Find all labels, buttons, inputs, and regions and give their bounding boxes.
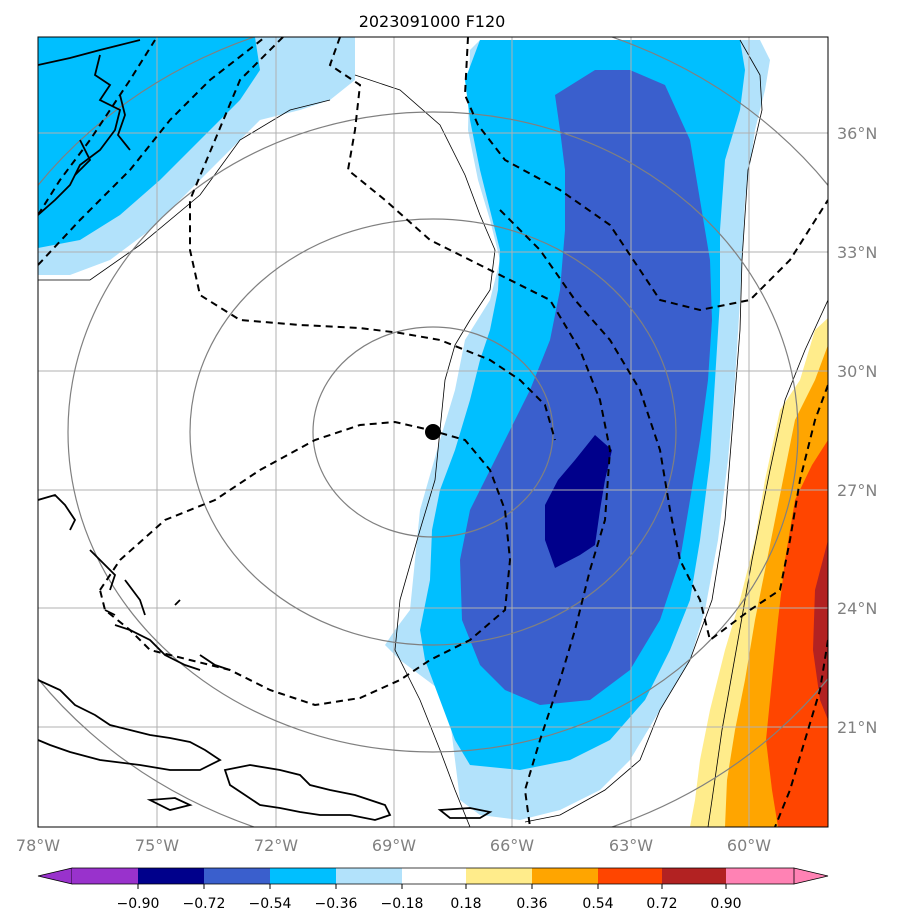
- us-east-coast: [38, 39, 141, 216]
- colorbar-label: 0.72: [646, 896, 677, 912]
- x-tick-label: 75°W: [135, 836, 179, 855]
- colorbar-bin: [270, 868, 336, 884]
- y-tick-label: 24°N: [837, 599, 877, 618]
- zero-contour-far-east: [707, 299, 828, 827]
- colorbar-label: −0.90: [117, 896, 160, 912]
- zero-contour-east: [524, 39, 763, 823]
- puerto-rico: [437, 807, 493, 819]
- x-tick-labels: 78°W 75°W 72°W 69°W 66°W 63°W 60°W: [16, 836, 771, 855]
- x-tick-label: 72°W: [254, 836, 298, 855]
- y-tick-label: 21°N: [837, 718, 877, 737]
- fill-nw-n054-036: [38, 37, 260, 248]
- colorbar-bin: [466, 868, 532, 884]
- filled-contours: [38, 37, 770, 820]
- bahamas: [38, 493, 231, 671]
- colorbar-ticks: [137, 884, 727, 889]
- dashed-contour-inner: [98, 420, 512, 707]
- dashed-contour-west: [38, 37, 266, 266]
- y-tick-labels: 36°N 33°N 30°N 27°N 24°N 21°N: [837, 124, 877, 737]
- dashed-contour-mid: [328, 37, 612, 827]
- gridlines: [38, 37, 828, 827]
- map-title: 2023091000 F120: [359, 12, 506, 31]
- colorbar-bin: [726, 868, 794, 884]
- map-frame: [37, 36, 829, 828]
- y-tick-label: 27°N: [837, 481, 877, 500]
- fill-p072-090: [813, 540, 828, 720]
- map-panel: [38, 37, 828, 827]
- dashed-contour-nw-top: [38, 39, 156, 216]
- colorbar-bin: [204, 868, 270, 884]
- range-ring-6deg: [189, 218, 677, 646]
- y-tick-label: 36°N: [837, 124, 877, 143]
- x-tick-label: 66°W: [490, 836, 534, 855]
- colorbar-label: −0.54: [249, 896, 292, 912]
- colorbar-bin: [336, 868, 402, 884]
- x-tick-label: 78°W: [16, 836, 60, 855]
- fill-p054-072: [766, 440, 828, 827]
- y-tick-label: 33°N: [837, 243, 877, 262]
- colorbar-bin: [402, 868, 466, 884]
- dashed-contour-outer: [189, 37, 556, 441]
- cuba: [38, 679, 222, 771]
- colorbar-over-extension: [793, 867, 829, 885]
- positive-contours: [690, 318, 828, 827]
- colorbar-label: −0.18: [381, 896, 424, 912]
- colorbar-label: 0.90: [710, 896, 741, 912]
- dashed-contour-se: [774, 639, 828, 827]
- colorbar-label: 0.36: [516, 896, 547, 912]
- colorbar-label: −0.72: [183, 896, 226, 912]
- dashed-contours: [38, 37, 828, 827]
- colorbar-bin: [662, 868, 726, 884]
- range-ring-9deg: [67, 111, 799, 753]
- colorbar-bin: [138, 868, 204, 884]
- storm-center-marker: [425, 424, 441, 440]
- zero-contour-nw: [38, 99, 331, 281]
- colorbar-label: −0.36: [315, 896, 358, 912]
- colorbar: −0.90 −0.72 −0.54 −0.36 −0.18 0.18 0.36 …: [37, 867, 829, 912]
- dashed-contour-east2: [499, 209, 828, 642]
- x-tick-label: 63°W: [609, 836, 653, 855]
- coastlines: [38, 39, 493, 821]
- jamaica: [146, 797, 193, 811]
- x-tick-label: 69°W: [372, 836, 416, 855]
- colorbar-label: 0.18: [450, 896, 481, 912]
- hispaniola: [223, 764, 392, 821]
- chesapeake: [74, 94, 131, 176]
- colorbar-bin: [72, 868, 138, 884]
- colorbar-under-extension: [37, 867, 73, 885]
- fill-n090-072: [545, 435, 612, 568]
- colorbar-bin: [598, 868, 662, 884]
- x-tick-label: 60°W: [727, 836, 771, 855]
- colorbar-label: 0.54: [582, 896, 613, 912]
- zero-contour: [354, 74, 496, 827]
- fill-n072-054: [460, 70, 712, 705]
- y-tick-label: 30°N: [837, 362, 877, 381]
- dashed-contour-east: [463, 37, 828, 312]
- colorbar-bin: [532, 868, 598, 884]
